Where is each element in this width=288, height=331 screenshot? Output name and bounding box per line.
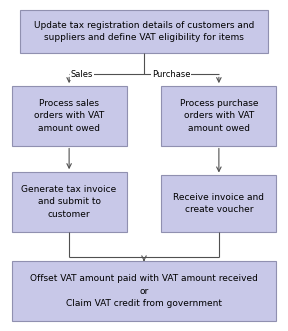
- FancyBboxPatch shape: [161, 86, 276, 146]
- Text: Process purchase
orders with VAT
amount owed: Process purchase orders with VAT amount …: [180, 99, 258, 133]
- Text: Generate tax invoice
and submit to
customer: Generate tax invoice and submit to custo…: [22, 185, 117, 219]
- FancyBboxPatch shape: [12, 261, 276, 321]
- Text: Receive invoice and
create voucher: Receive invoice and create voucher: [173, 193, 264, 214]
- Text: Offset VAT amount paid with VAT amount received
or
Claim VAT credit from governm: Offset VAT amount paid with VAT amount r…: [30, 274, 258, 308]
- Text: Sales: Sales: [71, 70, 93, 79]
- Text: Process sales
orders with VAT
amount owed: Process sales orders with VAT amount owe…: [34, 99, 104, 133]
- Text: Purchase: Purchase: [152, 70, 191, 79]
- FancyBboxPatch shape: [161, 175, 276, 232]
- FancyBboxPatch shape: [12, 172, 127, 232]
- Text: Update tax registration details of customers and
suppliers and define VAT eligib: Update tax registration details of custo…: [34, 21, 254, 42]
- FancyBboxPatch shape: [20, 10, 268, 53]
- FancyBboxPatch shape: [12, 86, 127, 146]
